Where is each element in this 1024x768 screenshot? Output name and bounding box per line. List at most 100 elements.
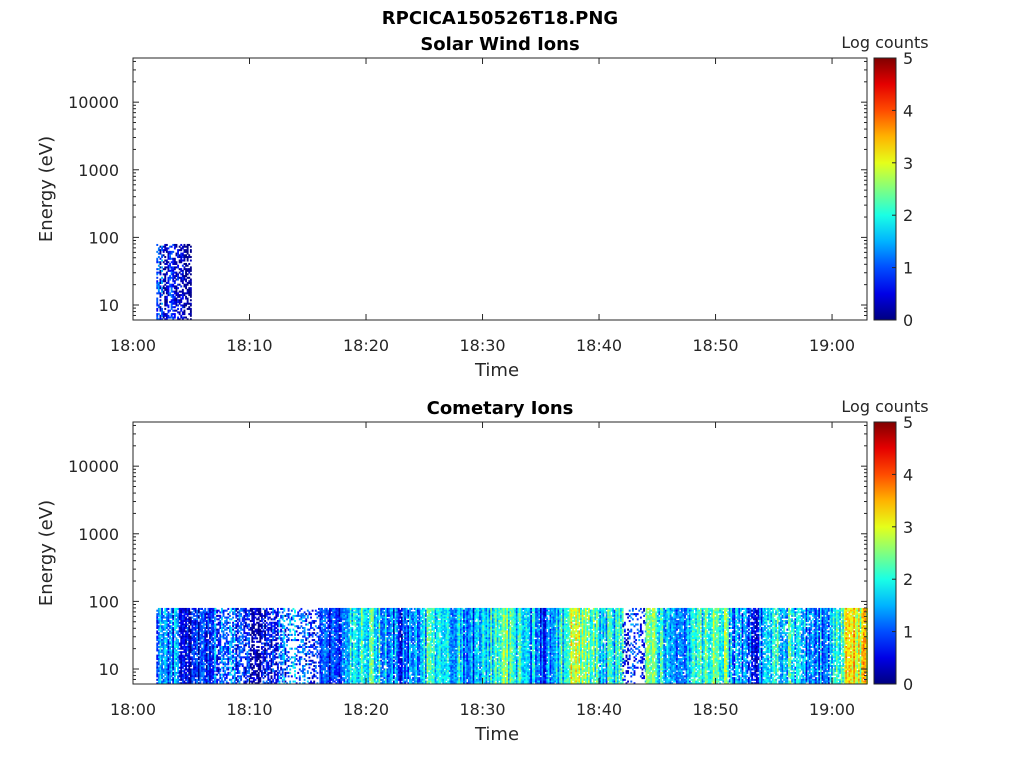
- heatmap-cell: [196, 644, 199, 647]
- heatmap-cell: [202, 678, 205, 681]
- heatmap-cell: [278, 645, 281, 648]
- heatmap-cell: [322, 630, 325, 633]
- heatmap-cell: [212, 628, 215, 631]
- heatmap-cell: [341, 635, 344, 638]
- heatmap-cell: [322, 623, 325, 626]
- heatmap-cell: [286, 682, 288, 685]
- heatmap-cell: [167, 651, 170, 654]
- heatmap-cell: [273, 609, 276, 612]
- heatmap-cell: [220, 621, 223, 624]
- heatmap-cell: [276, 625, 279, 628]
- heatmap-cell: [186, 656, 189, 659]
- heatmap-cell: [232, 651, 235, 654]
- heatmap-cell: [260, 626, 263, 629]
- heatmap-cell: [313, 654, 316, 657]
- heatmap-cell: [164, 276, 167, 279]
- heatmap-cell: [157, 621, 160, 624]
- heatmap-cell: [189, 280, 192, 283]
- heatmap-cell: [189, 663, 192, 666]
- heatmap-cell: [327, 675, 330, 678]
- heatmap-cell: [233, 671, 236, 674]
- heatmap-cell: [244, 658, 247, 661]
- heatmap-cell: [348, 630, 351, 633]
- heatmap-cell: [180, 642, 183, 645]
- heatmap-cell: [252, 614, 255, 617]
- heatmap-cell: [217, 663, 220, 666]
- heatmap-cell: [281, 678, 284, 681]
- heatmap-cell: [202, 623, 205, 626]
- heatmap-cell: [170, 678, 173, 681]
- heatmap-cell: [186, 675, 189, 678]
- heatmap-cell: [338, 637, 341, 640]
- heatmap-cell: [169, 645, 171, 648]
- heatmap-cell: [230, 644, 233, 647]
- heatmap-cell: [207, 682, 210, 685]
- heatmap-cell: [228, 659, 231, 662]
- heatmap-cell: [329, 609, 331, 612]
- heatmap-cell: [349, 664, 352, 668]
- heatmap-cell: [173, 280, 176, 283]
- heatmap-cell: [340, 607, 343, 610]
- heatmap-cell: [238, 614, 241, 617]
- heatmap-cell: [254, 663, 257, 666]
- heatmap-cell: [302, 639, 304, 642]
- heatmap-cell: [186, 623, 189, 626]
- heatmap-cell: [230, 626, 233, 629]
- heatmap-cell: [294, 614, 296, 617]
- heatmap-cell: [273, 654, 276, 657]
- heatmap-cell: [224, 628, 227, 631]
- heatmap-cell: [365, 656, 368, 659]
- heatmap-cell: [345, 671, 347, 674]
- heatmap-cell: [169, 678, 171, 681]
- heatmap-cell: [249, 677, 252, 680]
- heatmap-cell: [325, 651, 328, 654]
- heatmap-cell: [165, 297, 168, 300]
- heatmap-cell: [157, 613, 160, 616]
- heatmap-cell: [280, 651, 283, 654]
- heatmap-cell: [181, 642, 184, 645]
- heatmap-cell: [276, 613, 279, 616]
- heatmap-cell: [209, 677, 211, 680]
- heatmap-cell: [227, 621, 230, 624]
- heatmap-cell: [178, 290, 181, 293]
- heatmap-cell: [214, 639, 217, 642]
- heatmap-cell: [165, 613, 168, 616]
- heatmap-cell: [177, 613, 179, 616]
- heatmap-cell: [273, 675, 276, 678]
- heatmap-cell: [222, 656, 225, 659]
- heatmap-cell: [175, 245, 178, 248]
- heatmap-cell: [185, 666, 187, 669]
- heatmap-cell: [235, 663, 238, 666]
- heatmap-cell: [241, 651, 244, 654]
- heatmap-cell: [181, 290, 184, 293]
- heatmap-cell: [273, 635, 276, 638]
- heatmap-cell: [180, 259, 183, 262]
- heatmap-cell: [205, 630, 208, 633]
- heatmap-cell: [189, 278, 192, 281]
- heatmap-cell: [189, 290, 192, 293]
- heatmap-cell: [327, 673, 330, 676]
- heatmap-cell: [186, 618, 189, 621]
- heatmap-cell: [330, 666, 333, 669]
- heatmap-cell: [185, 268, 187, 271]
- heatmap-cell: [204, 620, 207, 623]
- heatmap-cell: [183, 664, 186, 668]
- heatmap-cell: [193, 656, 195, 659]
- heatmap-cell: [324, 649, 327, 652]
- heatmap-cell: [197, 656, 200, 659]
- heatmap-cell: [337, 661, 339, 664]
- heatmap-cell: [310, 633, 312, 636]
- heatmap-cell: [228, 652, 231, 655]
- heatmap-cell: [302, 670, 304, 673]
- heatmap-cell: [209, 652, 211, 655]
- y-axis-label: Energy (eV): [36, 136, 57, 242]
- heatmap-cell: [180, 663, 183, 666]
- heatmap-cell: [340, 645, 343, 648]
- heatmap-cell: [180, 307, 183, 310]
- heatmap-cell: [169, 649, 171, 652]
- heatmap-cell: [173, 654, 176, 657]
- heatmap-cell: [205, 613, 208, 616]
- heatmap-cell: [185, 630, 187, 633]
- heatmap-cell: [172, 680, 175, 683]
- heatmap-cell: [300, 639, 303, 642]
